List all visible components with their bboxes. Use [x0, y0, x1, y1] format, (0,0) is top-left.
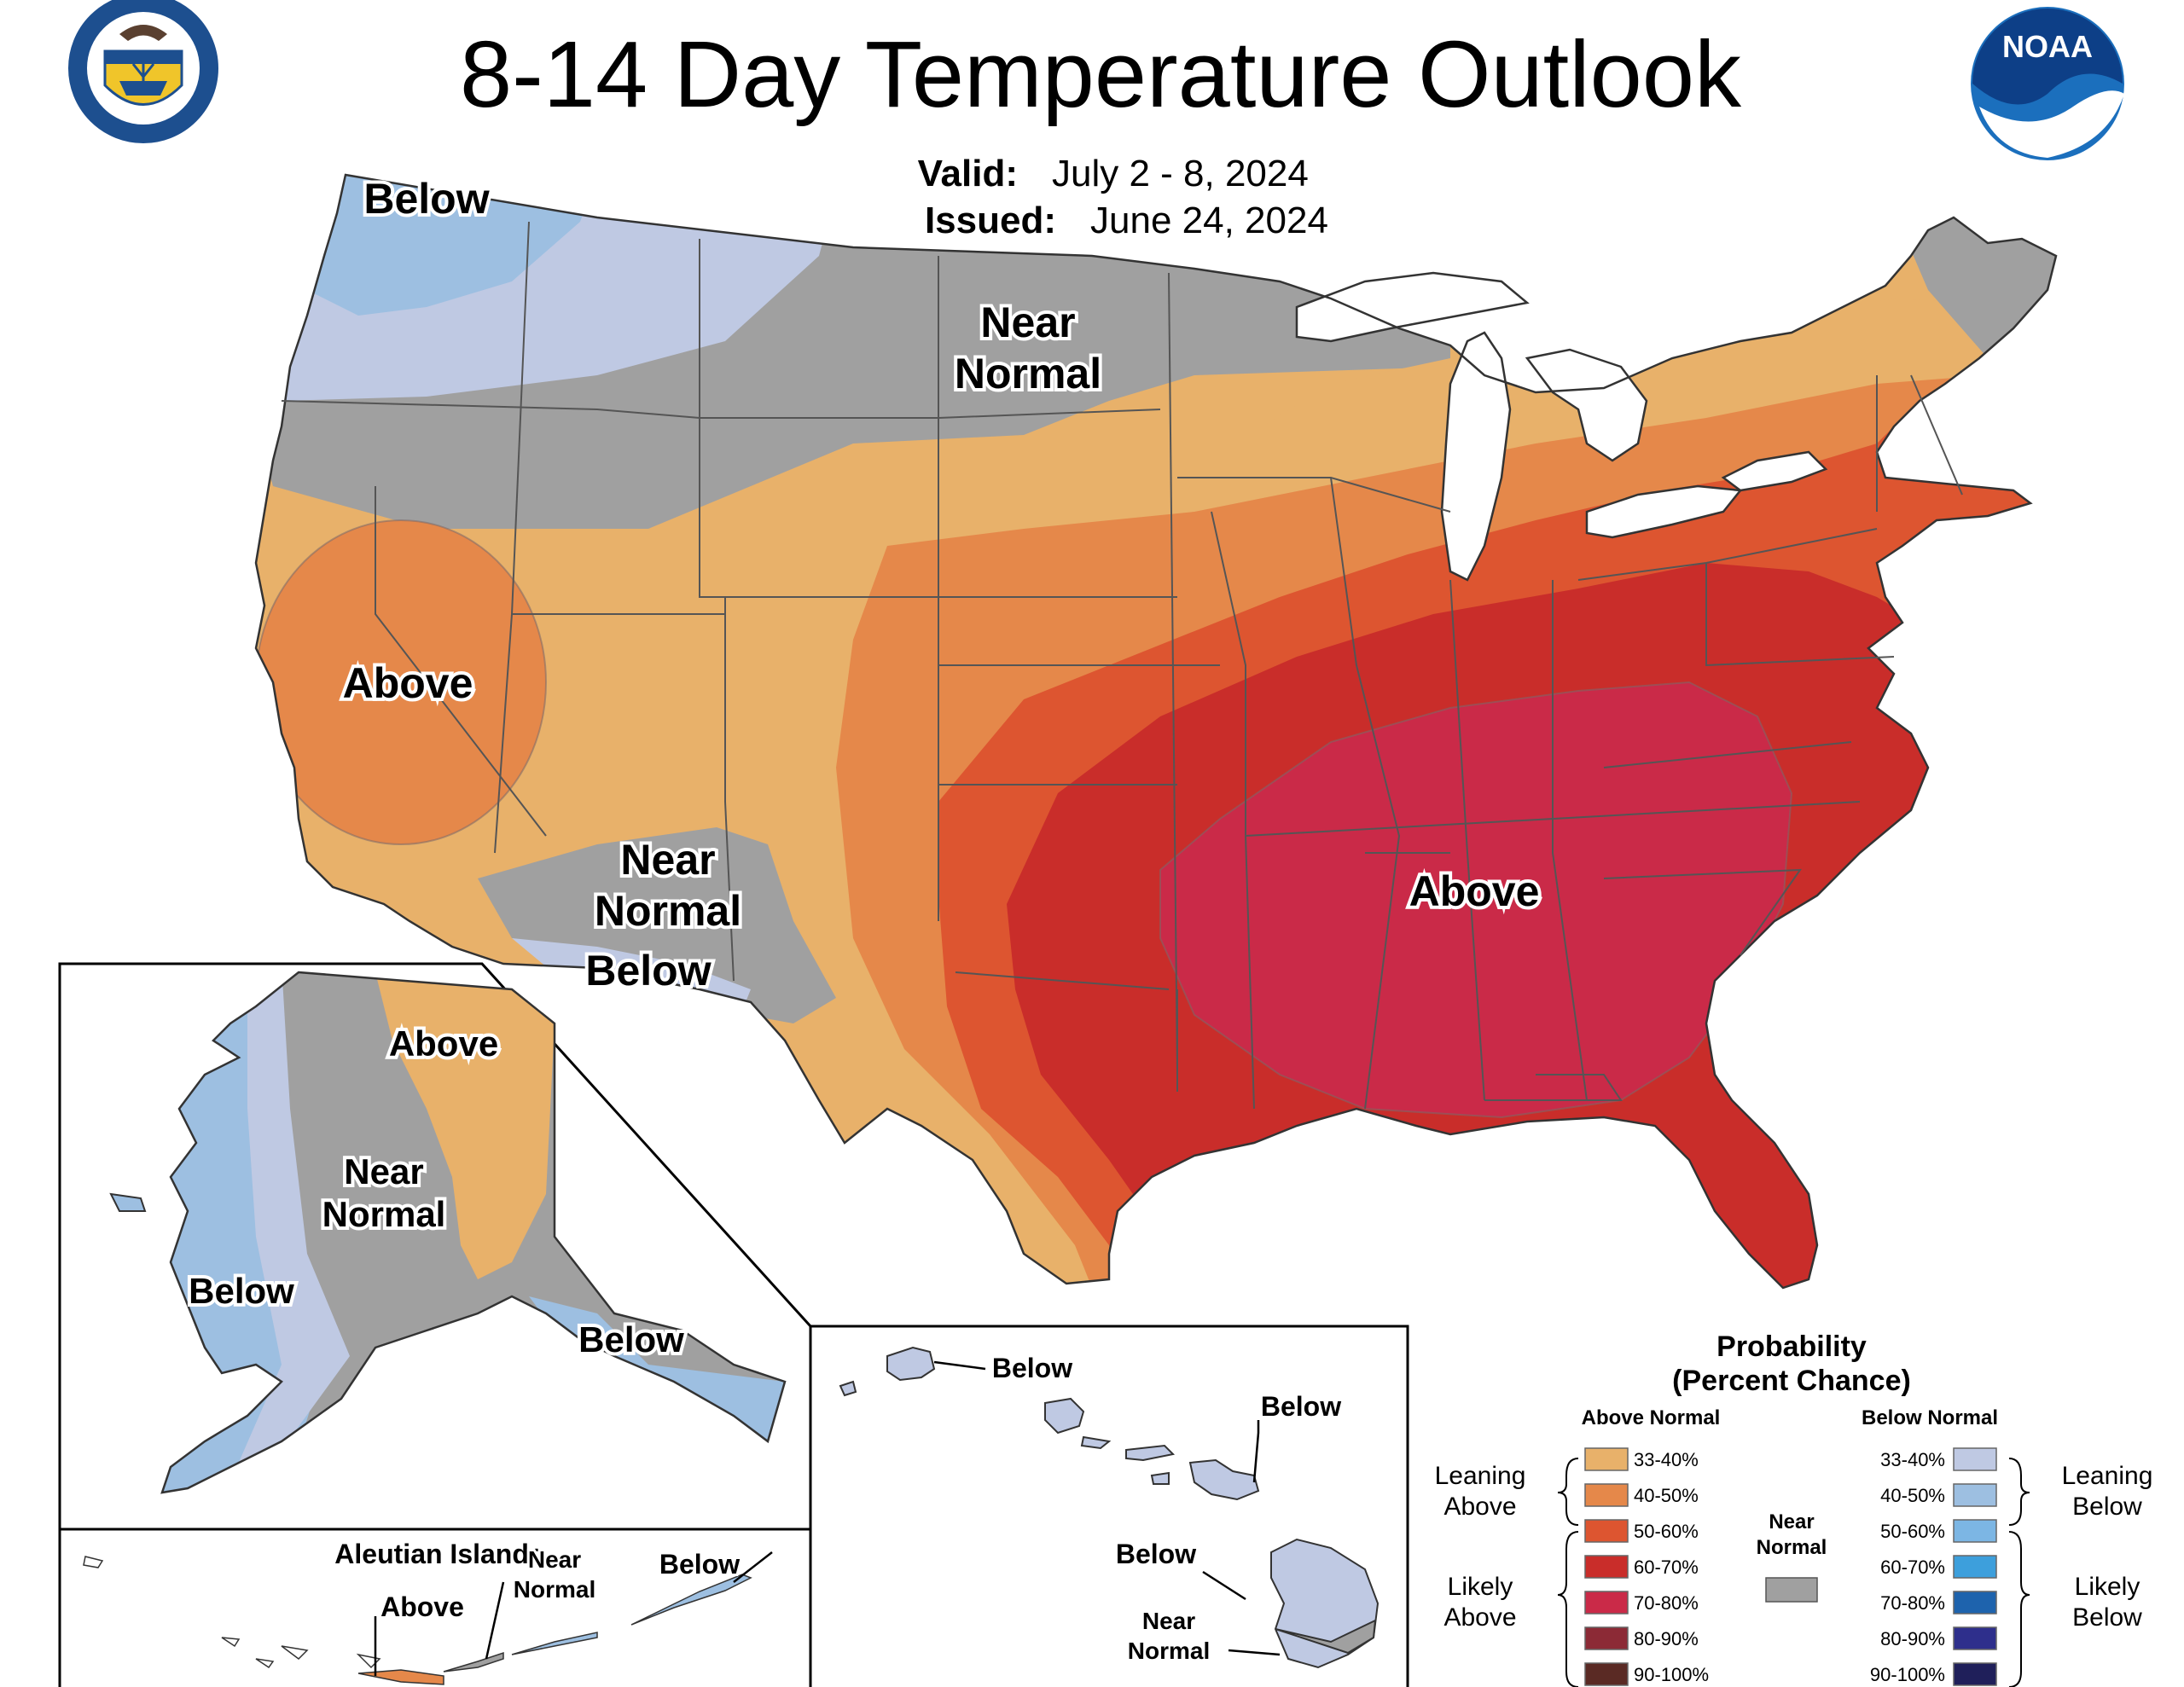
legend-title-line1: Probability	[1716, 1330, 1867, 1363]
legend-above-range: 33-40%	[1634, 1449, 1699, 1470]
legend-below-range: 33-40%	[1880, 1449, 1945, 1470]
legend-above-swatch	[1584, 1555, 1629, 1579]
ak-label-center-near-line2: Normal	[322, 1194, 446, 1234]
aleutian-label-near-line2: Normal	[514, 1576, 595, 1603]
legend-above-swatch	[1584, 1626, 1629, 1650]
legend-below-range: 70-80%	[1880, 1592, 1945, 1614]
label-north-near-line2: Normal	[955, 350, 1101, 397]
legend-title-line2: (Percent Chance)	[1672, 1365, 1911, 1397]
legend-likely-above-line2: Above	[1443, 1603, 1516, 1632]
aleutian-label-below: Below	[659, 1549, 740, 1580]
legend-above-swatch	[1584, 1447, 1629, 1471]
label-sw-near-line2: Normal	[595, 887, 741, 935]
label-az-below: Below	[585, 947, 711, 994]
ak-label-southeast-below: Below	[578, 1319, 684, 1359]
aleutian-title: Aleutian Islands	[334, 1539, 543, 1569]
legend-above-swatches: 33-40% 40-50% 50-60% 60-70% 70-80% 80-90% 90-1…	[1584, 1447, 1709, 1686]
aleutian-label-above: Above	[380, 1591, 464, 1622]
legend-above-swatch	[1584, 1591, 1629, 1615]
legend-above-range: 40-50%	[1634, 1485, 1699, 1506]
legend-below-swatch	[1953, 1447, 1997, 1471]
label-sw-near-line1: Near	[620, 836, 715, 884]
legend-below-swatches: 33-40% 40-50% 50-60% 60-70% 70-80% 80-90% 90-1…	[1870, 1447, 1997, 1686]
great-lakes	[1295, 271, 1828, 582]
legend-near-swatch	[1765, 1577, 1818, 1603]
legend-leaning-below-line2: Below	[2072, 1493, 2142, 1521]
hi-label-bigisland-near-line2: Normal	[1128, 1638, 1210, 1664]
legend-below-range: 60-70%	[1880, 1557, 1945, 1578]
header: 8-14 Day Temperature Outlook Valid: July…	[460, 22, 1742, 241]
ak-label-center-near-line1: Near	[344, 1151, 423, 1191]
legend-above-swatch	[1584, 1519, 1629, 1543]
label-pnw-below: Below	[363, 175, 489, 223]
legend-below-swatch	[1953, 1626, 1997, 1650]
aleutian-inset: Aleutian Islands Above Near Normal Below	[58, 1528, 812, 1687]
alaska-inset: Above Near Normal Below Below	[58, 962, 812, 1531]
ak-label-north-above: Above	[389, 1023, 498, 1064]
commerce-seal	[65, 0, 222, 147]
hawaii-inset: Below Below Below Near Normal	[809, 1325, 1409, 1687]
valid-value: July 2 - 8, 2024	[1052, 153, 1309, 194]
legend-below-range: 50-60%	[1880, 1521, 1945, 1542]
legend-likely-below-line1: Likely	[2075, 1573, 2140, 1601]
legend-above-range: 60-70%	[1634, 1557, 1699, 1578]
legend-below-swatch	[1953, 1591, 1997, 1615]
legend-above-swatch	[1584, 1662, 1629, 1686]
hi-label-maui-below: Below	[1261, 1391, 1341, 1422]
legend-below-swatch	[1953, 1555, 1997, 1579]
aleutian-label-near-line1: Near	[528, 1546, 581, 1573]
legend-likely-above-line1: Likely	[1448, 1573, 1513, 1601]
legend-below-swatch	[1953, 1662, 1997, 1686]
legend-below-range: 90-100%	[1870, 1664, 1945, 1685]
legend-below-range: 80-90%	[1880, 1628, 1945, 1649]
page-title: 8-14 Day Temperature Outlook	[460, 22, 1742, 127]
hi-label-kauai-below: Below	[992, 1353, 1072, 1383]
legend-above-range: 90-100%	[1634, 1664, 1709, 1685]
legend-leaning-above-line2: Above	[1443, 1493, 1516, 1521]
label-ca-above: Above	[343, 659, 473, 707]
legend-likely-below-line2: Below	[2072, 1603, 2142, 1632]
issued-value: June 24, 2024	[1090, 200, 1328, 241]
legend-leaning-above-line1: Leaning	[1435, 1462, 1526, 1490]
legend-leaning-below-line1: Leaning	[2062, 1462, 2153, 1490]
legend-above-header: Above Normal	[1582, 1406, 1721, 1429]
legend-above-range: 80-90%	[1634, 1628, 1699, 1649]
legend-above-range: 70-80%	[1634, 1592, 1699, 1614]
label-se-above: Above	[1409, 867, 1540, 915]
legend-above-range: 50-60%	[1634, 1521, 1699, 1542]
hi-label-bigisland-near-line1: Near	[1142, 1608, 1195, 1634]
hi-label-bigisland-below: Below	[1116, 1539, 1196, 1569]
legend-near-line1: Near	[1769, 1510, 1814, 1533]
noaa-logo: NOAA	[1971, 7, 2124, 160]
noaa-logo-text: NOAA	[2002, 29, 2093, 64]
legend-above-swatch	[1584, 1483, 1629, 1507]
label-north-near-line1: Near	[980, 299, 1075, 346]
legend-below-swatch	[1953, 1483, 1997, 1507]
legend-below-range: 40-50%	[1880, 1485, 1945, 1506]
probability-legend: Probability (Percent Chance) Above Norma…	[1435, 1330, 2153, 1687]
valid-label: Valid:	[918, 153, 1018, 194]
issued-label: Issued:	[925, 200, 1056, 241]
legend-below-header: Below Normal	[1862, 1406, 1998, 1429]
legend-below-swatch	[1953, 1519, 1997, 1543]
ak-label-west-below: Below	[189, 1271, 294, 1311]
state-boundaries	[281, 221, 1963, 1110]
legend-near-line2: Normal	[1757, 1536, 1827, 1559]
